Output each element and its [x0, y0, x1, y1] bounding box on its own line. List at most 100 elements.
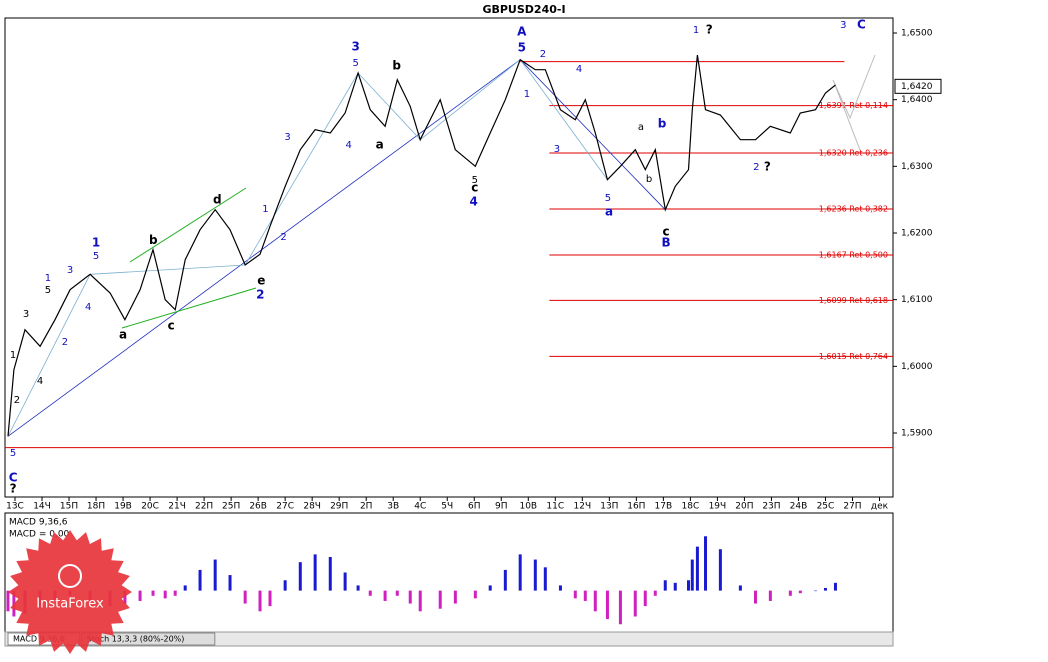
x-tick-label: 21Ч [168, 502, 186, 512]
macd-bar [198, 569, 202, 591]
projection-line [834, 84, 861, 151]
macd-bar [151, 590, 155, 596]
wave-line [519, 59, 666, 210]
macd-bar [258, 590, 262, 612]
wave-label: a [119, 328, 127, 342]
x-tick-label: 22П [195, 502, 213, 512]
macd-bar [593, 590, 597, 612]
macd-bar [473, 590, 477, 599]
macd-bar [695, 546, 699, 591]
tab-bar [4, 631, 894, 647]
wave-label: b [392, 59, 401, 73]
macd-bar [788, 590, 792, 596]
x-tick-label: 20С [141, 502, 159, 512]
wave-label: d [213, 193, 222, 207]
wave-label: a [638, 122, 644, 133]
channel-line [121, 287, 257, 329]
macd-bar [768, 590, 772, 601]
macd-bar [453, 590, 457, 604]
wave-label: b [646, 174, 652, 185]
x-tick-label: 13С [6, 502, 24, 512]
macd-bar [753, 590, 757, 604]
y-tick-label: 1,6000 [901, 362, 933, 372]
macd-bar [173, 590, 177, 596]
macd-bar [12, 590, 16, 617]
wave-label: e [257, 274, 265, 288]
y-tick-label: 1,6300 [901, 162, 933, 172]
wave-label: 1 [10, 350, 16, 361]
macd-bar [243, 590, 247, 604]
macd-bar [383, 590, 387, 601]
x-tick-label: 25П [222, 502, 240, 512]
wave-label: a [376, 138, 384, 152]
wave-label: 4 [345, 140, 351, 151]
wave-label: C [857, 18, 866, 32]
x-tick-label: 16П [627, 502, 645, 512]
macd-bar [163, 590, 167, 599]
macd-bar [518, 554, 522, 591]
wave-label: 5 [605, 193, 611, 204]
macd-bar [533, 559, 537, 591]
macd-bar [718, 549, 722, 591]
macd-title: MACD 9,36,6 [9, 518, 68, 528]
x-tick-label: 29П [330, 502, 348, 512]
y-tick-label: 1,6100 [901, 295, 933, 305]
x-tick-label: 23П [762, 502, 780, 512]
wave-line [7, 274, 91, 437]
x-tick-label: 13П [600, 502, 618, 512]
wave-label: 1 [693, 25, 699, 36]
wave-label: 3 [351, 40, 359, 54]
macd-bar [690, 559, 694, 591]
x-tick-label: 12Ч [574, 502, 592, 512]
y-tick-label: 1,5900 [901, 429, 933, 439]
macd-bar [653, 590, 657, 596]
retracement-label: 1,6167 Ret 0,500 [819, 251, 888, 260]
projection-line [832, 54, 876, 120]
x-tick-label: 15П [60, 502, 78, 512]
x-tick-label: 18С [682, 502, 700, 512]
macd-bar [663, 580, 667, 591]
y-tick-label: 1,6500 [901, 29, 933, 39]
macd-bar [823, 588, 827, 591]
macd-bar [356, 585, 360, 591]
wave-label: b [149, 233, 158, 247]
wave-label: 1 [262, 204, 268, 215]
macd-bar [738, 585, 742, 591]
macd-bar [368, 590, 372, 596]
wave-label: 4 [470, 195, 478, 209]
wave-label: B [661, 236, 670, 250]
wave-label: 5 [472, 175, 478, 186]
current-price-box [894, 78, 942, 94]
wave-label: A [517, 25, 527, 39]
wave-label: 5 [10, 448, 16, 459]
wave-label: 2 [753, 162, 759, 173]
wave-label: c [168, 319, 175, 333]
wave-label: b [658, 117, 667, 131]
macd-bar [283, 580, 287, 591]
wave-label: ? [10, 482, 17, 496]
macd-bar [183, 585, 187, 591]
y-tick-label: 1,6200 [901, 229, 933, 239]
x-tick-label: 17В [655, 502, 673, 512]
macd-bar [418, 590, 422, 612]
macd-bar [618, 590, 622, 625]
logo-text: InstaForex [36, 597, 104, 612]
macd-bar [408, 590, 412, 604]
x-tick-label: 10В [519, 502, 537, 512]
macd-bar [268, 590, 272, 607]
macd-bar [298, 562, 302, 591]
x-tick-label: 19В [114, 502, 132, 512]
wave-label: 4 [37, 376, 43, 387]
macd-bar [395, 590, 399, 596]
x-tick-label: 9П [495, 502, 508, 512]
macd-value: MACD = 0,00 [9, 530, 70, 540]
wave-label: c [663, 225, 670, 239]
x-tick-label: 20П [735, 502, 753, 512]
y-tick-label: 1,6400 [901, 95, 933, 105]
wave-label: 1 [524, 89, 530, 100]
macd-bar [123, 590, 127, 604]
macd-bar [583, 590, 587, 601]
price-line [7, 54, 836, 437]
wave-label: 2 [256, 288, 264, 302]
